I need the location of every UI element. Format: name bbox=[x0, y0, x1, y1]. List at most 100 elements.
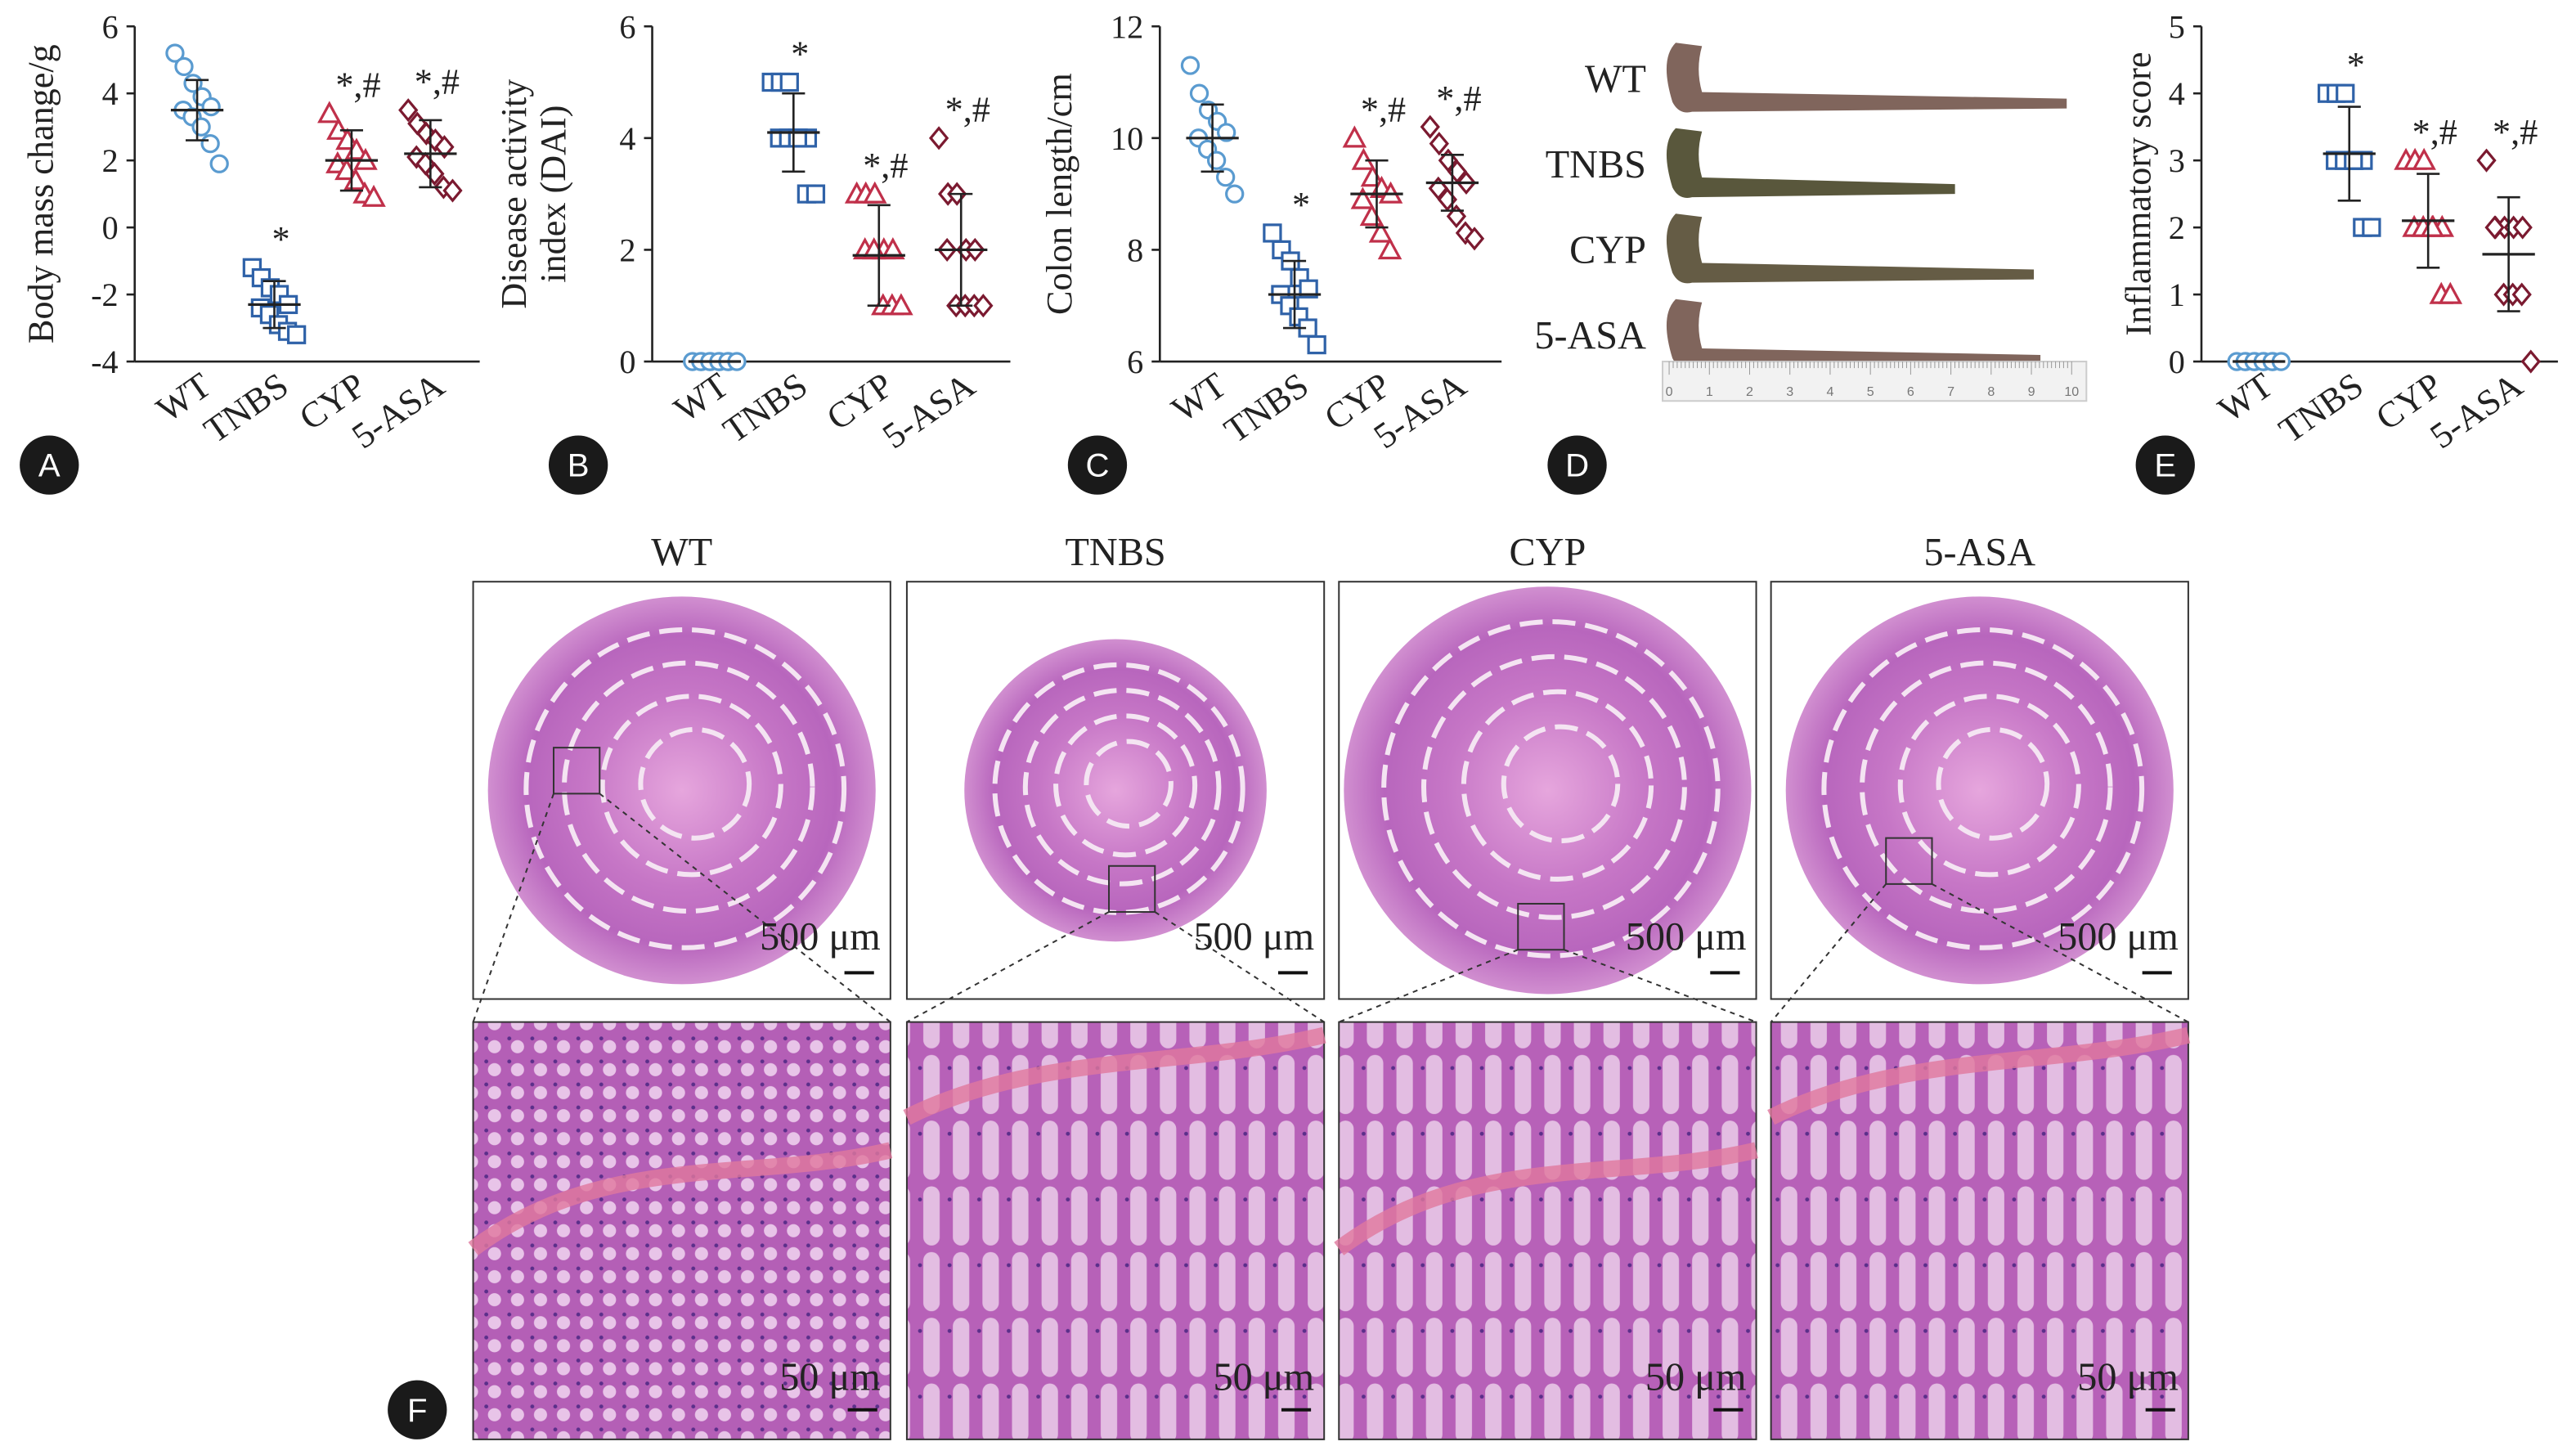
panel-letter: E bbox=[2154, 447, 2176, 484]
tissue-ring bbox=[523, 626, 847, 950]
data-point bbox=[174, 56, 194, 77]
muscle-band bbox=[1767, 1026, 2191, 1125]
data-point bbox=[862, 181, 887, 204]
panel-letter-bg bbox=[1067, 435, 1128, 495]
panel-letter-bg bbox=[1547, 435, 1607, 495]
x-tick-label: TNBS bbox=[1217, 365, 1316, 451]
data-point bbox=[1225, 184, 1245, 204]
data-point bbox=[889, 293, 913, 316]
y-tick-label: 10 bbox=[1111, 120, 1143, 157]
data-point bbox=[1446, 204, 1467, 229]
significance-label: *,# bbox=[1361, 90, 1406, 130]
y-tick-label: 0 bbox=[2169, 344, 2185, 380]
data-point bbox=[2336, 83, 2355, 103]
data-point bbox=[1299, 279, 1318, 299]
colon-label: WT bbox=[1585, 58, 1646, 101]
ruler-label: 9 bbox=[2028, 384, 2035, 399]
scale-label: 500 μm bbox=[1193, 915, 1314, 959]
zoom-line bbox=[906, 911, 1110, 1023]
column-title: 5-ASA bbox=[1923, 531, 2035, 574]
data-point bbox=[209, 154, 229, 173]
data-point bbox=[2520, 349, 2541, 374]
tissue-ring bbox=[638, 726, 752, 841]
zoom-line bbox=[1154, 911, 1325, 1023]
tissue-ring bbox=[1461, 689, 1654, 882]
ruler-label: 2 bbox=[1746, 384, 1753, 399]
colon bbox=[1666, 43, 2067, 113]
data-point bbox=[200, 134, 220, 154]
data-point bbox=[2511, 282, 2532, 307]
zoom-frame bbox=[472, 1021, 891, 1440]
y-tick-label: 2 bbox=[619, 231, 635, 268]
panel-letter: C bbox=[1085, 447, 1109, 484]
significance-label: * bbox=[2347, 45, 2365, 85]
tissue-ring bbox=[1381, 619, 1721, 959]
panel-letter: D bbox=[1565, 447, 1589, 484]
tissue-section bbox=[1344, 586, 1752, 995]
significance-label: *,# bbox=[863, 146, 908, 186]
colon-label: 5-ASA bbox=[1534, 314, 1646, 357]
data-point bbox=[286, 325, 307, 344]
y-tick-label: 0 bbox=[619, 344, 635, 380]
scale-label: 50 μm bbox=[779, 1356, 881, 1399]
significance-label: * bbox=[272, 219, 289, 259]
data-point bbox=[434, 135, 455, 159]
scale-label: 50 μm bbox=[2077, 1356, 2179, 1399]
data-point bbox=[1342, 125, 1367, 148]
data-point bbox=[806, 184, 826, 204]
x-tick-label: TNBS bbox=[2272, 365, 2371, 451]
zoom-line bbox=[599, 793, 891, 1023]
tissue-ring bbox=[599, 694, 783, 878]
ruler-label: 3 bbox=[1786, 384, 1793, 399]
panel-letter: B bbox=[568, 447, 590, 484]
column-title: CYP bbox=[1510, 531, 1586, 574]
data-point bbox=[1307, 335, 1326, 355]
muscle-band bbox=[468, 1142, 893, 1255]
ruler-label: 5 bbox=[1867, 384, 1874, 399]
data-point bbox=[1350, 186, 1376, 209]
x-tick-label: TNBS bbox=[716, 365, 815, 451]
panel-letter-bg bbox=[20, 435, 79, 495]
data-point bbox=[779, 72, 799, 92]
zoom-frame bbox=[1338, 1021, 1757, 1440]
zoom-line bbox=[1770, 883, 1887, 1023]
tissue-ring bbox=[992, 662, 1245, 915]
zoom-line bbox=[1338, 949, 1519, 1023]
data-point bbox=[2476, 148, 2497, 173]
y-tick-label: 2 bbox=[102, 142, 119, 179]
colon bbox=[1666, 213, 2035, 284]
tissue-ring bbox=[1053, 713, 1198, 858]
significance-label: *,# bbox=[945, 90, 990, 130]
zoom-box bbox=[1517, 902, 1565, 951]
y-axis-label: index (DAI) bbox=[533, 106, 573, 283]
significance-label: * bbox=[1292, 185, 1310, 225]
colon-label: CYP bbox=[1569, 228, 1646, 272]
zoom-box bbox=[1108, 864, 1156, 914]
data-point bbox=[973, 294, 994, 318]
tissue-section bbox=[487, 596, 876, 985]
x-tick-label: 5-ASA bbox=[344, 365, 451, 456]
data-point bbox=[1464, 227, 1485, 251]
significance-label: *,# bbox=[335, 65, 380, 106]
tissue-ring bbox=[1421, 653, 1687, 920]
ruler-label: 6 bbox=[1907, 384, 1914, 399]
y-axis-label: Body mass change/g bbox=[20, 44, 61, 344]
panel-letter: A bbox=[38, 447, 61, 484]
data-point bbox=[191, 117, 211, 137]
y-tick-label: -2 bbox=[91, 276, 118, 313]
colon bbox=[1666, 128, 1955, 198]
data-point bbox=[1180, 56, 1200, 75]
photo-bg bbox=[1659, 29, 2090, 405]
x-tick-label: 5-ASA bbox=[2423, 365, 2530, 456]
data-point bbox=[165, 43, 185, 63]
y-tick-label: 4 bbox=[102, 75, 119, 112]
ruler-label: 1 bbox=[1706, 384, 1713, 399]
ruler-label: 7 bbox=[1947, 384, 1954, 399]
data-point bbox=[928, 126, 949, 150]
y-tick-label: 0 bbox=[102, 209, 119, 246]
tissue-ring bbox=[1821, 626, 2145, 950]
zoom-line bbox=[1564, 949, 1757, 1023]
data-point bbox=[1377, 237, 1402, 260]
